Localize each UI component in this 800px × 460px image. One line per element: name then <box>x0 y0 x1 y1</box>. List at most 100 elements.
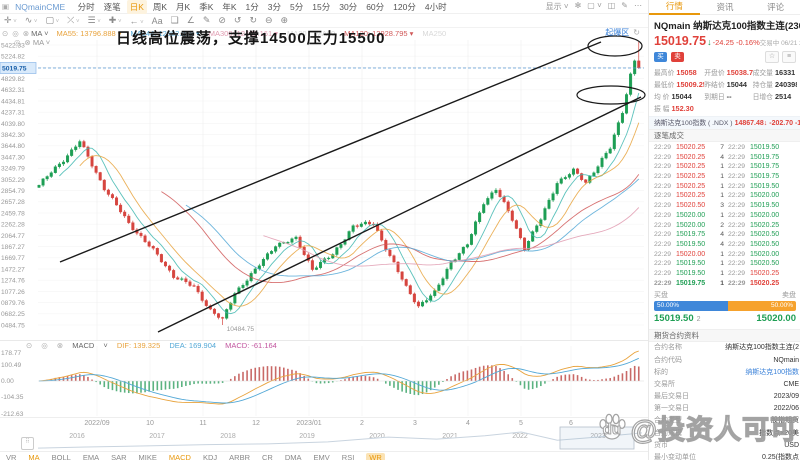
indicator-tab-BOLL[interactable]: BOLL <box>51 453 71 460</box>
draw-tool-icon-11[interactable]: ⊘ <box>218 15 226 25</box>
toolbar-tool-icon-0[interactable]: 显示 ˅ <box>545 2 569 11</box>
refresh-icon[interactable]: ↻ <box>633 28 640 37</box>
ma-group-label[interactable]: MA ˅ <box>31 28 49 38</box>
toolbar-tool-icon-2[interactable]: ▢ ˅ <box>587 1 602 10</box>
settings-icon[interactable]: ⊙ <box>2 28 9 38</box>
sell-badge[interactable]: 卖 <box>671 52 684 62</box>
navigator-handle[interactable]: ⠿ <box>21 437 34 450</box>
indicator-tab-RSI[interactable]: RSI <box>341 453 355 460</box>
draw-tool-icon-7[interactable]: Aa <box>151 15 163 26</box>
draw-tool-icon-12[interactable]: ↺ <box>233 15 242 25</box>
ma-legend-MA60[interactable]: MA60 <box>315 28 336 38</box>
document-icon[interactable]: ▣ <box>2 2 10 11</box>
stat-label: 成交量 <box>752 70 773 77</box>
indicator-tab-VR[interactable]: VR <box>6 453 17 460</box>
ma-legend-MA250[interactable]: MA250 <box>422 28 447 38</box>
ma-legend-MA55[interactable]: MA55: 13796.888 ▾ <box>56 28 122 38</box>
symbol-label[interactable]: NQmainCME <box>15 1 66 12</box>
close-icon[interactable]: ⊗ <box>56 341 64 350</box>
period-tab-季K[interactable]: 季K <box>199 1 214 12</box>
indicator-tab-SAR[interactable]: SAR <box>111 453 127 460</box>
indicator-tab-KDJ[interactable]: KDJ <box>202 453 218 460</box>
underlying-index-row[interactable]: 纳斯达克100指数 ( .NDX ) 14867.48↓ -202.70 -1.… <box>649 116 800 129</box>
toolbar-tool-icon-4[interactable]: ✎ <box>621 1 628 10</box>
period-tab-5分[interactable]: 5分 <box>290 1 304 12</box>
ma-legend-MA20[interactable]: MA20 <box>286 28 307 38</box>
buy-badge[interactable]: 买 <box>654 52 667 62</box>
indicator-tab-ARBR[interactable]: ARBR <box>229 453 250 460</box>
draw-tool-icon-15[interactable]: ⊕ <box>280 15 289 25</box>
draw-tool-icon-10[interactable]: ✎ <box>202 15 211 25</box>
trendline-2[interactable] <box>157 96 642 333</box>
navigator-selection[interactable] <box>559 426 635 450</box>
annotation-ellipse-2[interactable] <box>576 85 646 105</box>
favorite-icon-button[interactable]: ☆ <box>765 51 779 63</box>
indicator-tab-EMV[interactable]: EMV <box>313 453 330 460</box>
tick-time: 22:29 <box>654 192 672 200</box>
burst-zone-button[interactable]: 起爆区 ↻ <box>605 28 640 37</box>
indicator-tab-CR[interactable]: CR <box>262 453 273 460</box>
indicator-tab-EMA[interactable]: EMA <box>82 453 100 460</box>
close-icon[interactable]: ⊗ <box>22 28 30 38</box>
period-tab-60分[interactable]: 60分 <box>366 1 385 12</box>
period-tab-120分[interactable]: 120分 <box>393 1 416 12</box>
draw-tool-icon-6[interactable]: ← ˅ <box>129 15 144 26</box>
period-tab-分时[interactable]: 分时 <box>77 1 95 12</box>
draw-tool-icon-5[interactable]: ✚ ˅ <box>108 15 122 25</box>
more-icon-button[interactable]: ≡ <box>782 51 796 63</box>
indicator-tab-WR[interactable]: WR <box>366 453 385 460</box>
tick-row: 22:29 15020.25 1 22:29 15019.75 <box>649 172 800 182</box>
toolbar-tool-icon-5[interactable]: ⋯ <box>634 1 642 10</box>
draw-tool-icon-0[interactable]: ✛ ˅ <box>4 15 17 25</box>
period-tab-年K[interactable]: 年K <box>222 1 237 12</box>
draw-tool-icon-1[interactable]: ∿ ˅ <box>24 15 38 25</box>
panel-tab-行情[interactable]: 行情 <box>649 0 700 15</box>
tick-section-header[interactable]: 逐笔成交 <box>649 129 800 142</box>
macd-axis-label: -212.63 <box>1 411 24 418</box>
period-tab-周K[interactable]: 周K <box>152 1 168 12</box>
ma-legend-MA144[interactable]: MA144: 12882.019 ▾ <box>130 28 200 38</box>
ma-legend-MA120[interactable]: MA120: 12928.795 ▾ <box>344 28 414 38</box>
tick-price: 15020.25 <box>676 163 706 171</box>
period-tab-逐笔[interactable]: 逐笔 <box>103 1 121 12</box>
period-tab-3分[interactable]: 3分 <box>267 1 282 12</box>
period-tab-月K[interactable]: 月K <box>176 1 191 12</box>
macd-label[interactable]: MACD ˅ <box>72 341 108 350</box>
draw-tool-icon-3[interactable]: ⤫ ˅ <box>67 15 80 25</box>
period-tab-日K[interactable]: 日K <box>126 0 147 14</box>
toolbar-tool-icon-3[interactable]: ◫ <box>607 1 616 10</box>
contract-value[interactable]: 纳斯达克100指数 <box>745 368 799 376</box>
draw-tool-icon-2[interactable]: ▢ ˅ <box>45 15 60 25</box>
eye-icon[interactable]: ◎ <box>41 341 48 350</box>
eye-icon[interactable]: ◎ <box>12 28 19 38</box>
draw-tool-icon-9[interactable]: ∠ <box>186 15 195 25</box>
trendline-1[interactable] <box>59 41 602 263</box>
settings-icon[interactable]: ⊙ <box>26 341 33 350</box>
tick-price: 15020.25 <box>676 182 706 190</box>
toolbar-tool-icon-1[interactable]: ✻ <box>574 1 582 10</box>
ma-group2-label[interactable]: MA ˅ <box>32 38 51 47</box>
eye-icon[interactable]: ◎ <box>14 38 21 47</box>
indicator-tab-MIKE[interactable]: MIKE <box>138 453 157 460</box>
ma-legend-MA300[interactable]: MA300: 12488.161 ▾ <box>208 28 278 38</box>
period-tab-4小时[interactable]: 4小时 <box>424 1 447 12</box>
draw-tool-icon-4[interactable]: ☰ ˅ <box>87 15 101 25</box>
candlestick-chart[interactable]: 5422.33 5224.82 4829.82 4632.31 4434.81 4237.… <box>0 0 648 460</box>
close-icon[interactable]: ⊗ <box>24 38 31 47</box>
panel-tab-资讯[interactable]: 资讯 <box>716 1 734 12</box>
quick-action-row: 买 卖 ☆ ≡ <box>649 48 800 65</box>
draw-tool-icon-13[interactable]: ↻ <box>249 15 257 25</box>
panel-tab-评论[interactable]: 评论 <box>767 1 785 12</box>
indicator-tab-DMA[interactable]: DMA <box>284 453 302 460</box>
tick-row: 22:29 15019.75 1 22:29 15020.25 <box>649 279 800 289</box>
annotation-ellipse-1[interactable] <box>587 35 643 57</box>
period-tab-30分[interactable]: 30分 <box>339 1 358 12</box>
draw-tool-icon-8[interactable]: ❑ <box>170 15 179 25</box>
period-tab-15分[interactable]: 15分 <box>312 1 331 12</box>
draw-tool-icon-14[interactable]: ⊖ <box>265 15 273 25</box>
price-axis-label: 3842.30 <box>1 132 25 139</box>
indicator-tab-MACD[interactable]: MACD <box>168 453 191 460</box>
period-tab-1分[interactable]: 1分 <box>245 1 259 12</box>
indicator-tab-MA[interactable]: MA <box>28 453 40 460</box>
contract-section-header[interactable]: 期货合约资料 <box>649 329 800 343</box>
